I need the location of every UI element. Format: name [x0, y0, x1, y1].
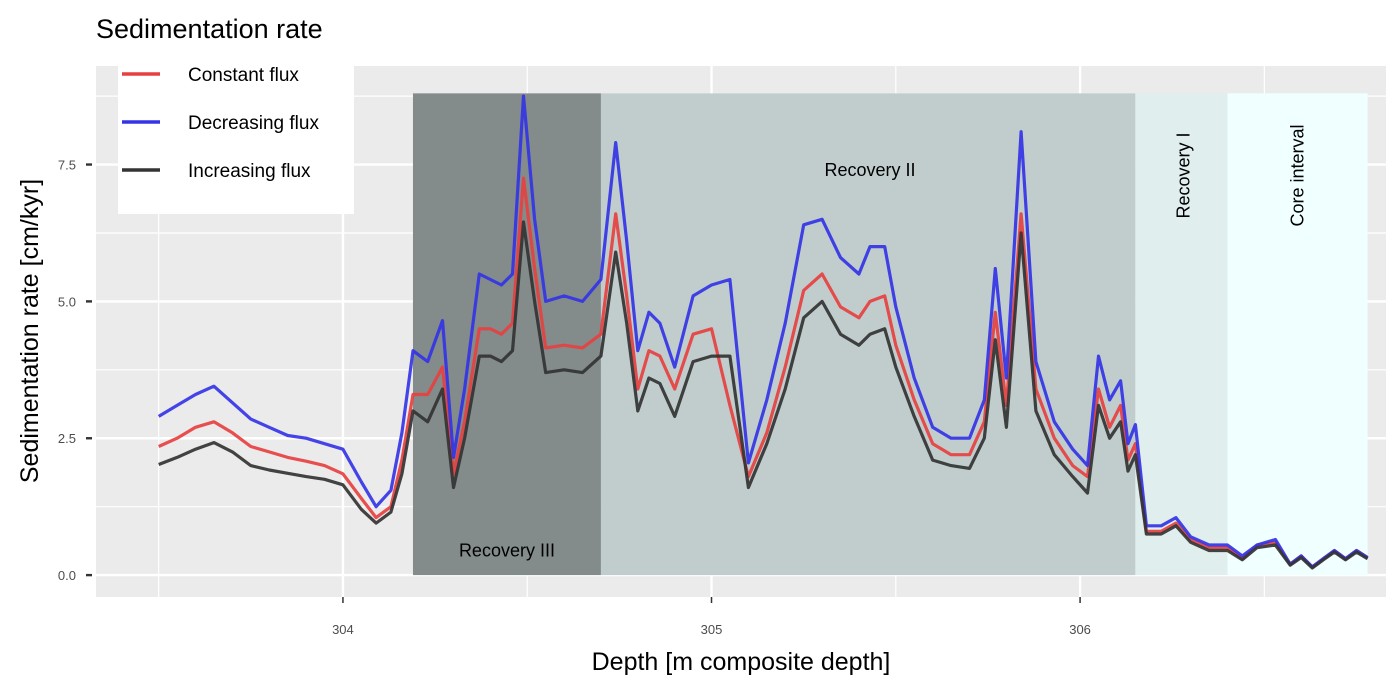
series-lines — [157, 94, 1369, 570]
x-tick-label: 304 — [332, 622, 354, 637]
series-line — [158, 220, 1369, 570]
y-axis: 0.0 2.5 5.0 7.5 — [58, 158, 92, 583]
interval-label: Recovery II — [824, 160, 915, 180]
legend: Constant flux Decreasing flux Increasing f… — [118, 48, 354, 214]
y-tick-label: 0.0 — [58, 568, 76, 583]
y-axis-label: Sedimentation rate [cm/kyr] — [16, 179, 44, 483]
x-axis-label: Depth [m composite depth] — [592, 648, 891, 676]
legend-label: Increasing flux — [188, 161, 311, 182]
series-line — [158, 176, 1369, 569]
x-tick-label: 306 — [1069, 622, 1091, 637]
interval-label: Core interval — [1288, 124, 1308, 226]
interval-labels: Recovery III Recovery II Recovery I Core in… — [459, 124, 1308, 560]
interval-band — [1227, 93, 1368, 576]
x-tick-label: 305 — [701, 622, 723, 637]
interval-shading — [412, 93, 1368, 576]
interval-label: Recovery III — [459, 540, 555, 560]
y-tick-label: 7.5 — [58, 158, 76, 173]
interval-label: Recovery I — [1173, 132, 1193, 218]
interval-band — [1135, 93, 1228, 576]
chart-title: Sedimentation rate — [96, 14, 323, 44]
legend-label: Constant flux — [188, 65, 299, 86]
y-tick-label: 2.5 — [58, 431, 76, 446]
interval-band — [412, 93, 601, 576]
x-axis: 304 305 306 — [332, 597, 1091, 637]
series-line — [157, 94, 1369, 569]
legend-label: Decreasing flux — [188, 113, 319, 134]
y-tick-label: 5.0 — [58, 294, 76, 309]
